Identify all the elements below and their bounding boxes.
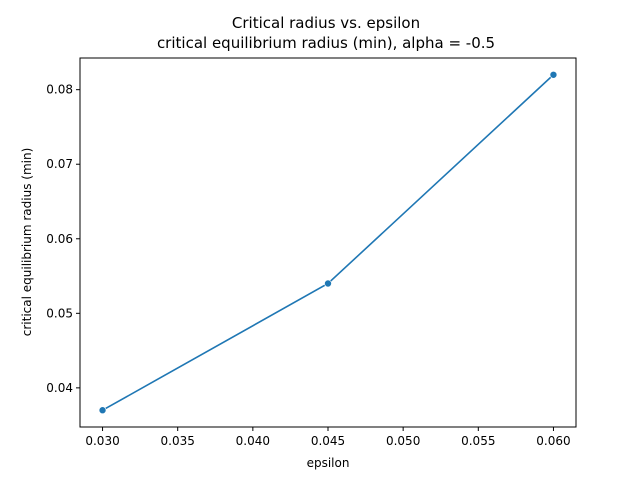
chart-title: Critical radius vs. epsilon <box>232 14 420 32</box>
data-point <box>324 279 332 288</box>
y-tick-label: 0.08 <box>46 83 73 97</box>
chart-subtitle: critical equilibrium radius (min), alpha… <box>157 34 495 52</box>
y-tick-label: 0.05 <box>46 306 73 320</box>
y-axis: 0.04 0.05 0.06 0.07 0.08 <box>46 83 80 395</box>
plot-area <box>98 70 558 415</box>
data-point <box>549 70 558 79</box>
plot-frame <box>79 57 577 428</box>
x-tick-label: 0.045 <box>311 434 345 448</box>
y-tick-label: 0.04 <box>46 381 73 395</box>
x-axis-label: epsilon <box>307 456 350 470</box>
y-axis-label: critical equilibrium radius (min) <box>20 148 34 337</box>
x-tick-label: 0.030 <box>85 434 119 448</box>
series-line <box>102 74 554 411</box>
y-tick-label: 0.07 <box>46 157 73 171</box>
x-tick-label: 0.050 <box>386 434 420 448</box>
y-tick-label: 0.06 <box>46 232 73 246</box>
x-tick-label: 0.055 <box>461 434 495 448</box>
x-tick-label: 0.040 <box>236 434 270 448</box>
data-point <box>98 406 107 415</box>
x-tick-label: 0.060 <box>536 434 570 448</box>
x-tick-label: 0.035 <box>161 434 195 448</box>
x-axis: 0.030 0.035 0.040 0.045 0.050 0.055 0.060 <box>85 427 571 448</box>
